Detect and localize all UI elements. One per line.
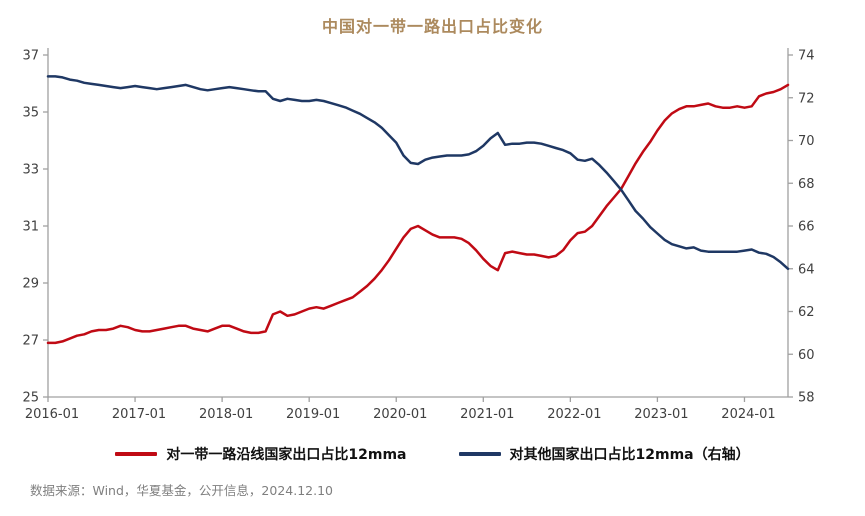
other-exports-line xyxy=(46,75,790,271)
x-tick-label: 2021-01 xyxy=(460,407,514,422)
right-tick-label: 60 xyxy=(798,348,815,363)
left-tick-label: 29 xyxy=(22,277,39,292)
left-tick-label: 37 xyxy=(22,49,39,64)
x-tick-label: 2022-01 xyxy=(547,407,601,422)
right-tick-label: 72 xyxy=(798,91,815,106)
bri-exports-line xyxy=(46,83,790,345)
x-tick-label: 2020-01 xyxy=(373,407,427,422)
chart-legend: 对一带一路沿线国家出口占比12mma 对其他国家出口占比12mma（右轴） xyxy=(0,444,865,464)
source-note: 数据来源：Wind，华夏基金，公开信息，2024.12.10 xyxy=(30,483,333,498)
right-tick-label: 66 xyxy=(798,220,815,235)
x-tick-label: 2019-01 xyxy=(286,407,340,422)
x-tick-label: 2017-01 xyxy=(112,407,166,422)
left-tick-label: 25 xyxy=(22,391,39,406)
legend-label-bri: 对一带一路沿线国家出口占比12mma xyxy=(166,447,407,463)
x-tick-label: 2023-01 xyxy=(634,407,688,422)
left-tick-label: 35 xyxy=(22,106,39,121)
x-tick-label: 2018-01 xyxy=(199,407,253,422)
blue-line-swatch-icon xyxy=(458,452,501,456)
left-tick-label: 31 xyxy=(22,220,39,235)
legend-item-bri: 对一带一路沿线国家出口占比12mma xyxy=(115,444,407,464)
left-tick-label: 33 xyxy=(22,163,39,178)
x-tick-label: 2016-01 xyxy=(25,407,79,422)
right-tick-label: 58 xyxy=(798,391,815,406)
right-tick-label: 68 xyxy=(798,177,815,192)
right-tick-label: 74 xyxy=(798,49,815,64)
right-tick-label: 62 xyxy=(798,305,815,320)
legend-label-other: 对其他国家出口占比12mma（右轴） xyxy=(509,447,750,463)
chart-title: 中国对一带一路出口占比变化 xyxy=(321,17,543,36)
red-line-swatch-icon xyxy=(115,452,158,456)
x-tick-label: 2024-01 xyxy=(721,407,775,422)
left-tick-label: 27 xyxy=(22,334,39,349)
right-tick-label: 64 xyxy=(798,262,815,277)
legend-item-other: 对其他国家出口占比12mma（右轴） xyxy=(458,444,750,464)
right-tick-label: 70 xyxy=(798,134,815,149)
